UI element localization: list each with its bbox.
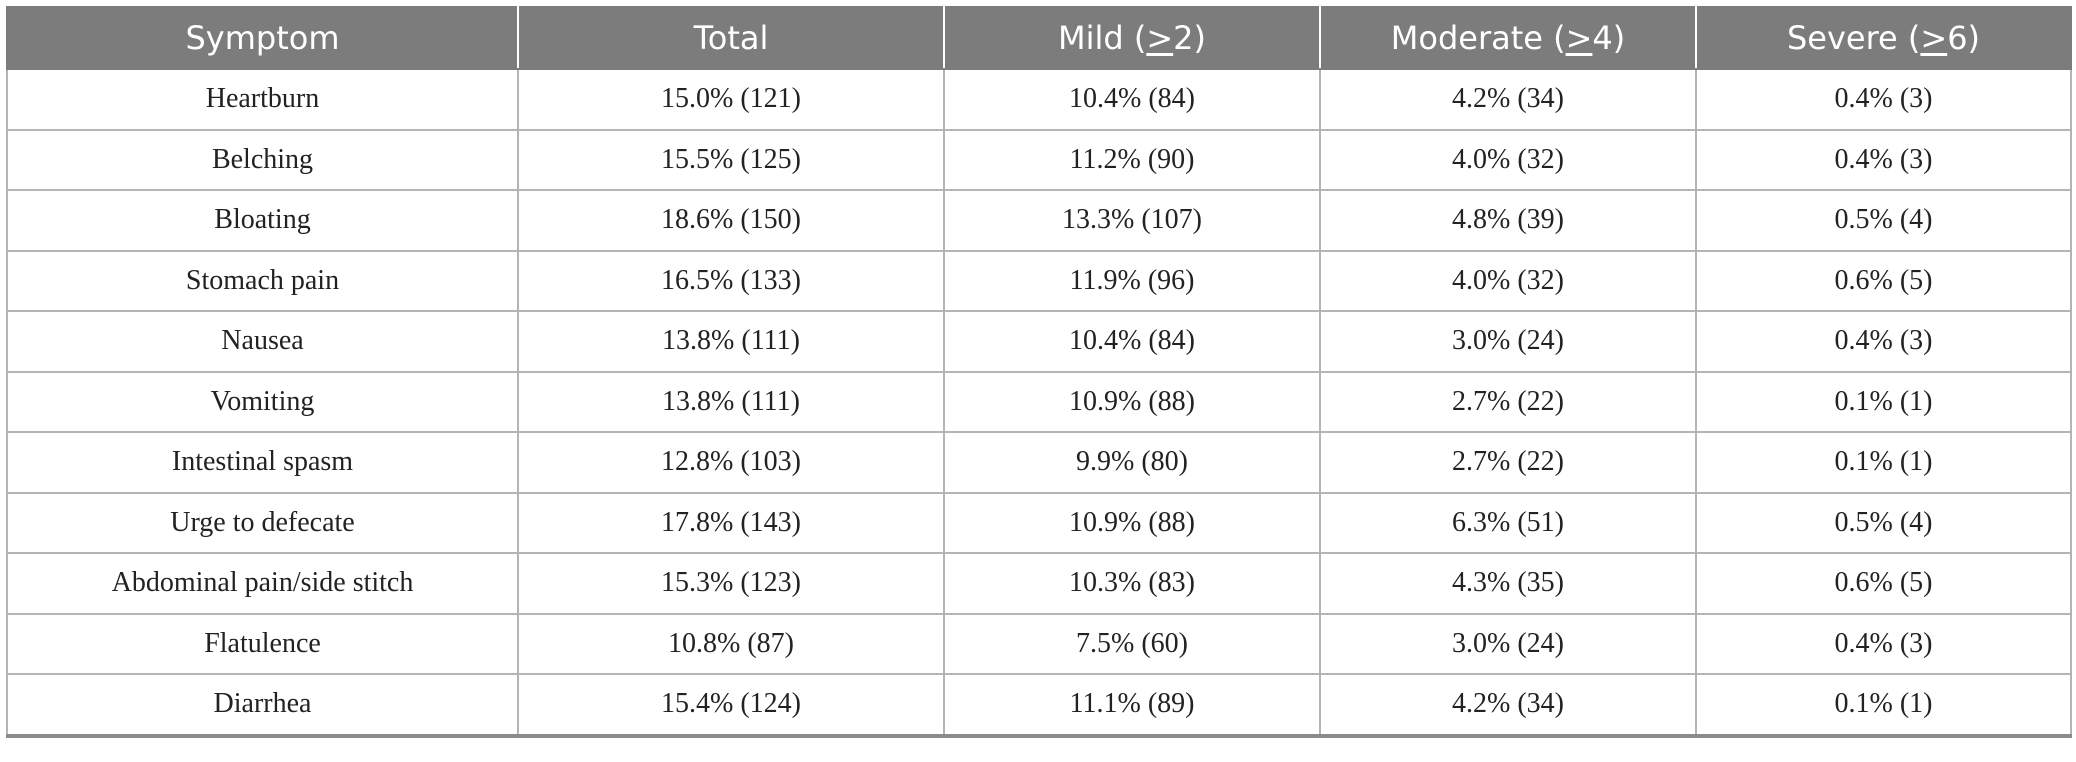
total-cell: 10.8% (87): [517, 612, 945, 675]
table-row: Urge to defecate 17.8% (143) 10.9% (88) 6.3…: [6, 491, 2072, 554]
table-row: Flatulence 10.8% (87) 7.5% (60) 3.0% (24) 0.…: [6, 612, 2072, 675]
header-label: Moderate (: [1390, 19, 1566, 57]
severe-cell: 0.4% (3): [1695, 612, 2072, 675]
severe-cell: 0.5% (4): [1695, 491, 2072, 554]
moderate-cell: 4.2% (34): [1319, 673, 1697, 738]
moderate-cell: 6.3% (51): [1319, 491, 1697, 554]
total-cell: 13.8% (111): [517, 310, 945, 373]
greater-equal-symbol: >: [1146, 19, 1174, 57]
table-row: Bloating 18.6% (150) 13.3% (107) 4.8% (39) 0…: [6, 189, 2072, 252]
symptom-table-container: Symptom Total Mild (>2) Moderate (>4) Severe…: [6, 6, 2072, 738]
header-row: Symptom Total Mild (>2) Moderate (>4) Severe…: [6, 6, 2072, 70]
greater-equal-symbol: >: [1920, 19, 1948, 57]
symptom-name-cell: Intestinal spasm: [6, 431, 519, 494]
header-symptom: Symptom: [6, 6, 519, 70]
moderate-cell: 3.0% (24): [1319, 310, 1697, 373]
total-cell: 13.8% (111): [517, 370, 945, 433]
table-row: Diarrhea 15.4% (124) 11.1% (89) 4.2% (34) 0.…: [6, 673, 2072, 738]
mild-cell: 10.9% (88): [943, 491, 1321, 554]
greater-equal-symbol: >: [1565, 19, 1593, 57]
table-header: Symptom Total Mild (>2) Moderate (>4) Severe…: [6, 6, 2072, 70]
total-cell: 16.5% (133): [517, 249, 945, 312]
symptom-name-cell: Urge to defecate: [6, 491, 519, 554]
mild-cell: 13.3% (107): [943, 189, 1321, 252]
symptom-name-cell: Abdominal pain/side stitch: [6, 552, 519, 615]
moderate-cell: 4.2% (34): [1319, 68, 1697, 131]
severe-cell: 0.6% (5): [1695, 249, 2072, 312]
header-threshold: 2): [1173, 19, 1206, 57]
mild-cell: 11.2% (90): [943, 128, 1321, 191]
mild-cell: 7.5% (60): [943, 612, 1321, 675]
header-severe: Severe (>6): [1695, 6, 2072, 70]
moderate-cell: 2.7% (22): [1319, 370, 1697, 433]
total-cell: 17.8% (143): [517, 491, 945, 554]
table-body: Heartburn 15.0% (121) 10.4% (84) 4.2% (34) 0…: [6, 68, 2072, 738]
table-row: Nausea 13.8% (111) 10.4% (84) 3.0% (24) 0.4%…: [6, 310, 2072, 373]
severe-cell: 0.1% (1): [1695, 431, 2072, 494]
table-row: Vomiting 13.8% (111) 10.9% (88) 2.7% (22) 0.…: [6, 370, 2072, 433]
mild-cell: 10.4% (84): [943, 310, 1321, 373]
symptom-name-cell: Heartburn: [6, 68, 519, 131]
header-threshold: 6): [1947, 19, 1981, 57]
moderate-cell: 4.0% (32): [1319, 128, 1697, 191]
header-total: Total: [517, 6, 945, 70]
symptom-name-cell: Diarrhea: [6, 673, 519, 738]
severe-cell: 0.1% (1): [1695, 370, 2072, 433]
mild-cell: 10.4% (84): [943, 68, 1321, 131]
total-cell: 18.6% (150): [517, 189, 945, 252]
severe-cell: 0.1% (1): [1695, 673, 2072, 738]
table-row: Stomach pain 16.5% (133) 11.9% (96) 4.0% (3…: [6, 249, 2072, 312]
symptom-table: Symptom Total Mild (>2) Moderate (>4) Severe…: [6, 6, 2072, 738]
moderate-cell: 4.8% (39): [1319, 189, 1697, 252]
severe-cell: 0.5% (4): [1695, 189, 2072, 252]
moderate-cell: 4.3% (35): [1319, 552, 1697, 615]
header-threshold: 4): [1592, 19, 1626, 57]
total-cell: 12.8% (103): [517, 431, 945, 494]
mild-cell: 11.1% (89): [943, 673, 1321, 738]
symptom-name-cell: Stomach pain: [6, 249, 519, 312]
severe-cell: 0.4% (3): [1695, 310, 2072, 373]
header-moderate: Moderate (>4): [1319, 6, 1697, 70]
symptom-name-cell: Nausea: [6, 310, 519, 373]
severe-cell: 0.4% (3): [1695, 68, 2072, 131]
mild-cell: 10.9% (88): [943, 370, 1321, 433]
total-cell: 15.0% (121): [517, 68, 945, 131]
moderate-cell: 4.0% (32): [1319, 249, 1697, 312]
severe-cell: 0.4% (3): [1695, 128, 2072, 191]
moderate-cell: 3.0% (24): [1319, 612, 1697, 675]
table-row: Abdominal pain/side stitch 15.3% (123) 10.…: [6, 552, 2072, 615]
moderate-cell: 2.7% (22): [1319, 431, 1697, 494]
symptom-name-cell: Belching: [6, 128, 519, 191]
header-mild: Mild (>2): [943, 6, 1321, 70]
symptom-name-cell: Vomiting: [6, 370, 519, 433]
header-label: Mild (: [1057, 19, 1147, 57]
total-cell: 15.5% (125): [517, 128, 945, 191]
severe-cell: 0.6% (5): [1695, 552, 2072, 615]
header-label: Severe (: [1786, 19, 1921, 57]
mild-cell: 9.9% (80): [943, 431, 1321, 494]
mild-cell: 11.9% (96): [943, 249, 1321, 312]
table-row: Heartburn 15.0% (121) 10.4% (84) 4.2% (34) 0…: [6, 68, 2072, 131]
total-cell: 15.4% (124): [517, 673, 945, 738]
mild-cell: 10.3% (83): [943, 552, 1321, 615]
symptom-name-cell: Flatulence: [6, 612, 519, 675]
table-row: Intestinal spasm 12.8% (103) 9.9% (80) 2.7%…: [6, 431, 2072, 494]
header-label: Total: [693, 19, 769, 57]
total-cell: 15.3% (123): [517, 552, 945, 615]
symptom-name-cell: Bloating: [6, 189, 519, 252]
header-label: Symptom: [185, 19, 340, 57]
table-row: Belching 15.5% (125) 11.2% (90) 4.0% (32) 0.…: [6, 128, 2072, 191]
